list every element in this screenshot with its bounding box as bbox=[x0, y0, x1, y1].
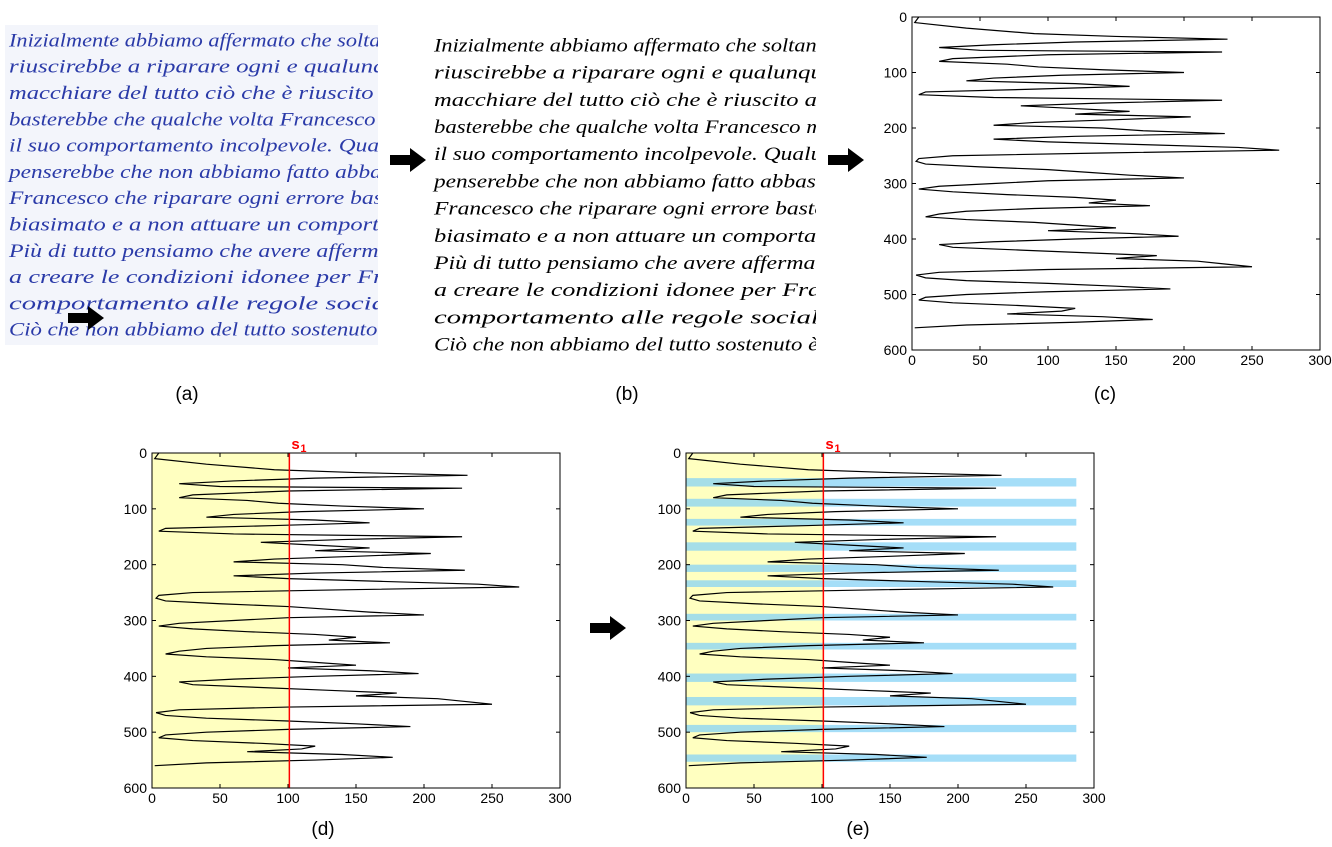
panel-label: (e) bbox=[846, 819, 869, 840]
handwriting-line: macchiare del tutto ciò che è riuscito a… bbox=[9, 83, 410, 104]
x-tick-label: 0 bbox=[148, 790, 156, 806]
arrow bbox=[590, 616, 626, 640]
handwriting-line: comportamento alle regole sociali. bbox=[9, 293, 409, 314]
x-tick-label: 300 bbox=[1308, 352, 1332, 368]
text-line-band bbox=[686, 478, 1077, 487]
x-tick-label: 150 bbox=[878, 790, 902, 806]
y-tick-label: 200 bbox=[124, 557, 148, 573]
y-tick-label: 400 bbox=[658, 668, 682, 684]
threshold-subscript: 1 bbox=[834, 443, 840, 455]
handwriting-line: riuscirebbe a riparare ogni e qualunque bbox=[434, 63, 834, 84]
handwriting-line: penserebbe che non abbiamo fatto abbasta bbox=[432, 171, 834, 192]
x-tick-label: 0 bbox=[908, 352, 916, 368]
arrow bbox=[68, 306, 104, 330]
plot-area bbox=[912, 17, 1320, 350]
x-tick-label: 250 bbox=[1240, 352, 1264, 368]
y-tick-label: 600 bbox=[658, 780, 682, 796]
text-line-band bbox=[686, 613, 1077, 621]
threshold-label: s bbox=[825, 436, 833, 453]
handwriting-line: il suo comportamento incolpevole. Qualun bbox=[9, 136, 409, 157]
y-tick-label: 300 bbox=[658, 613, 682, 629]
handwriting-line: Ciò che non abbiamo del tutto sostenuto … bbox=[9, 320, 410, 341]
x-tick-label: 150 bbox=[1104, 352, 1128, 368]
handwriting-line: il suo comportamento incolpevole. Qualun bbox=[434, 144, 834, 165]
x-tick-label: 50 bbox=[212, 790, 228, 806]
panel-label: (c) bbox=[1094, 384, 1116, 405]
y-tick-label: 100 bbox=[884, 65, 908, 81]
y-tick-label: 200 bbox=[884, 120, 908, 136]
x-tick-label: 200 bbox=[946, 790, 970, 806]
text-line-band bbox=[686, 754, 1077, 762]
handwriting-scan: Inizialmente abbiamo affermato che solta… bbox=[5, 25, 410, 345]
x-tick-label: 50 bbox=[746, 790, 762, 806]
handwriting-binarized: Inizialmente abbiamo affermato che solta… bbox=[430, 25, 835, 356]
handwriting-line: biasimato e a non attuare un comportam bbox=[9, 214, 409, 235]
handwriting-line: Più di tutto pensiamo che avere affermat… bbox=[8, 241, 409, 262]
handwriting-line: Più di tutto pensiamo che avere affermat… bbox=[433, 253, 834, 274]
y-tick-label: 500 bbox=[658, 724, 682, 740]
threshold-label: s bbox=[291, 436, 299, 453]
handwriting-line: comportamento alle regole sociali. bbox=[434, 307, 834, 328]
text-line-band bbox=[686, 696, 1077, 706]
y-tick-label: 600 bbox=[124, 780, 148, 796]
text-line-band bbox=[686, 673, 1077, 682]
y-tick-label: 200 bbox=[658, 557, 682, 573]
profile-line bbox=[913, 16, 1280, 329]
handwriting-line: macchiare del tutto ciò che è riuscito a… bbox=[434, 90, 835, 111]
y-tick-label: 600 bbox=[884, 342, 908, 358]
y-tick-label: 400 bbox=[884, 231, 908, 247]
y-tick-label: 0 bbox=[673, 445, 681, 461]
panel-label: (b) bbox=[615, 384, 638, 405]
y-tick-label: 300 bbox=[124, 613, 148, 629]
handwriting-line: biasimato e a non attuare un comportam bbox=[434, 226, 834, 247]
handwriting-line: Francesco che riparare ogni errore baste… bbox=[8, 188, 410, 209]
x-tick-label: 0 bbox=[682, 790, 690, 806]
panel-label: (a) bbox=[175, 384, 198, 405]
handwriting-line: a creare le condizioni idonee per Fran bbox=[434, 280, 834, 301]
text-line-band bbox=[686, 642, 1077, 650]
y-tick-label: 0 bbox=[139, 445, 147, 461]
handwriting-line: Francesco che riparare ogni errore baste… bbox=[433, 199, 835, 220]
x-tick-label: 150 bbox=[344, 790, 368, 806]
handwriting-line: penserebbe che non abbiamo fatto abbasta bbox=[7, 162, 409, 183]
y-tick-label: 100 bbox=[124, 501, 148, 517]
x-tick-label: 200 bbox=[1172, 352, 1196, 368]
handwriting-line: Inizialmente abbiamo affermato che solta… bbox=[8, 30, 409, 51]
arrow bbox=[390, 148, 426, 172]
y-tick-label: 100 bbox=[658, 501, 682, 517]
handwriting-line: a creare le condizioni idonee per Fran bbox=[9, 267, 409, 288]
profile-line bbox=[153, 452, 520, 767]
x-tick-label: 50 bbox=[972, 352, 988, 368]
x-tick-label: 100 bbox=[810, 790, 834, 806]
y-tick-label: 0 bbox=[899, 9, 907, 25]
y-tick-label: 400 bbox=[124, 668, 148, 684]
text-line-band bbox=[686, 498, 1077, 507]
x-tick-label: 100 bbox=[276, 790, 300, 806]
arrow bbox=[828, 148, 864, 172]
text-line-band bbox=[686, 564, 1077, 572]
handwriting-line: basterebbe che qualche volta Francesco m… bbox=[9, 109, 409, 130]
x-tick-label: 100 bbox=[1036, 352, 1060, 368]
handwriting-line: riuscirebbe a riparare ogni e qualunque bbox=[9, 57, 409, 78]
y-tick-label: 500 bbox=[124, 724, 148, 740]
y-tick-label: 300 bbox=[884, 176, 908, 192]
x-tick-label: 200 bbox=[412, 790, 436, 806]
text-line-band bbox=[686, 580, 1077, 587]
y-tick-label: 500 bbox=[884, 287, 908, 303]
x-tick-label: 300 bbox=[548, 790, 572, 806]
panel-label: (d) bbox=[311, 819, 334, 840]
profile-line bbox=[687, 452, 1054, 767]
handwriting-line: basterebbe che qualche volta Francesco m… bbox=[434, 117, 834, 138]
threshold-subscript: 1 bbox=[300, 443, 306, 455]
handwriting-line: Ciò che non abbiamo del tutto sostenuto … bbox=[434, 335, 835, 356]
x-tick-label: 250 bbox=[1014, 790, 1038, 806]
x-tick-label: 250 bbox=[480, 790, 504, 806]
paper bbox=[5, 25, 378, 345]
handwriting-line: Inizialmente abbiamo affermato che solta… bbox=[433, 35, 834, 56]
paper bbox=[430, 25, 816, 355]
threshold-region bbox=[152, 453, 290, 788]
x-tick-label: 300 bbox=[1082, 790, 1106, 806]
